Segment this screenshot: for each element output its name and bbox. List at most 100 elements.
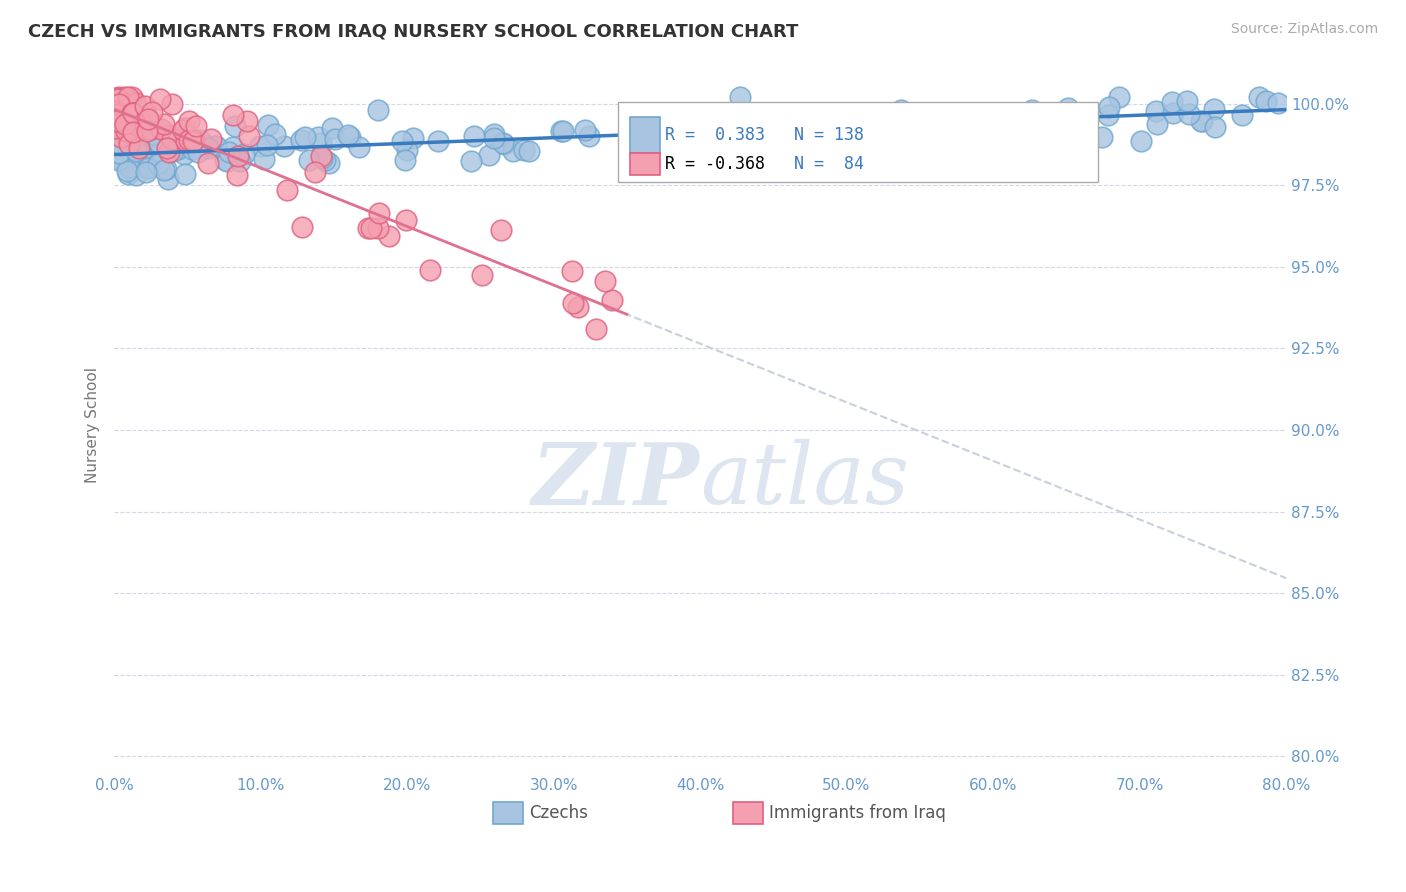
Text: Source: ZipAtlas.com: Source: ZipAtlas.com — [1230, 22, 1378, 37]
Point — [177, 133, 200, 147]
Point — [696, 143, 718, 157]
Point — [634, 120, 657, 134]
Point — [125, 145, 148, 159]
Point — [187, 145, 209, 160]
Point — [1191, 113, 1213, 128]
Point — [903, 127, 925, 141]
Point — [550, 124, 572, 138]
Point — [256, 118, 278, 132]
Text: N =  84: N = 84 — [794, 154, 863, 173]
Point — [1249, 90, 1271, 104]
Point — [578, 128, 600, 143]
Point — [142, 119, 165, 133]
Point — [125, 140, 148, 154]
Point — [1232, 108, 1254, 122]
Point — [214, 153, 236, 168]
Point — [131, 145, 153, 159]
FancyBboxPatch shape — [630, 153, 661, 175]
Point — [104, 103, 127, 118]
Point — [152, 117, 174, 131]
Point — [165, 136, 187, 150]
Point — [136, 161, 159, 176]
Point — [336, 128, 359, 143]
Point — [156, 141, 179, 155]
Text: CZECH VS IMMIGRANTS FROM IRAQ NURSERY SCHOOL CORRELATION CHART: CZECH VS IMMIGRANTS FROM IRAQ NURSERY SC… — [28, 22, 799, 40]
Point — [122, 125, 145, 139]
Point — [482, 127, 505, 141]
Point — [111, 109, 134, 123]
Point — [233, 146, 256, 161]
Point — [121, 106, 143, 120]
Point — [236, 114, 259, 128]
Text: N = 138: N = 138 — [794, 126, 863, 145]
Point — [124, 155, 146, 169]
Point — [298, 153, 321, 167]
Point — [157, 145, 180, 159]
Point — [256, 138, 278, 153]
Point — [128, 141, 150, 155]
Point — [294, 130, 316, 145]
Point — [125, 96, 148, 111]
Point — [118, 160, 141, 174]
Point — [482, 131, 505, 145]
Point — [1097, 108, 1119, 122]
Point — [222, 108, 245, 122]
Point — [107, 90, 129, 104]
Point — [238, 128, 260, 143]
Point — [249, 139, 271, 153]
Point — [491, 222, 513, 236]
Point — [121, 90, 143, 104]
Point — [492, 136, 515, 150]
Point — [314, 153, 336, 167]
Point — [276, 183, 298, 197]
Point — [311, 151, 333, 165]
Point — [226, 168, 249, 182]
Point — [349, 140, 371, 154]
Point — [124, 125, 146, 139]
Point — [124, 118, 146, 132]
Point — [121, 105, 143, 120]
Point — [502, 144, 524, 158]
Point — [134, 98, 156, 112]
Point — [118, 137, 141, 152]
Point — [291, 219, 314, 234]
Point — [908, 108, 931, 122]
Point — [166, 142, 188, 156]
Point — [153, 162, 176, 177]
Point — [308, 130, 330, 145]
Point — [173, 128, 195, 143]
Point — [920, 122, 942, 136]
Point — [115, 164, 138, 178]
Point — [1098, 100, 1121, 114]
FancyBboxPatch shape — [630, 117, 661, 153]
Point — [517, 144, 540, 158]
Point — [574, 123, 596, 137]
Point — [173, 147, 195, 161]
Point — [595, 274, 617, 288]
Point — [205, 139, 228, 153]
Point — [1108, 90, 1130, 104]
Point — [692, 111, 714, 125]
Point — [129, 146, 152, 161]
Point — [707, 117, 730, 131]
Point — [107, 151, 129, 165]
Point — [1129, 134, 1152, 148]
Point — [148, 145, 170, 160]
Point — [149, 92, 172, 106]
Point — [512, 144, 534, 158]
Point — [200, 132, 222, 146]
Point — [1254, 95, 1277, 109]
Point — [160, 132, 183, 146]
Point — [1204, 120, 1226, 135]
Point — [309, 136, 332, 150]
Point — [252, 152, 274, 166]
Point — [117, 90, 139, 104]
FancyBboxPatch shape — [492, 802, 523, 824]
Point — [567, 301, 589, 315]
Point — [394, 153, 416, 168]
Point — [194, 138, 217, 153]
Point — [181, 142, 204, 156]
Point — [141, 127, 163, 141]
Point — [174, 136, 197, 150]
Point — [1021, 103, 1043, 117]
